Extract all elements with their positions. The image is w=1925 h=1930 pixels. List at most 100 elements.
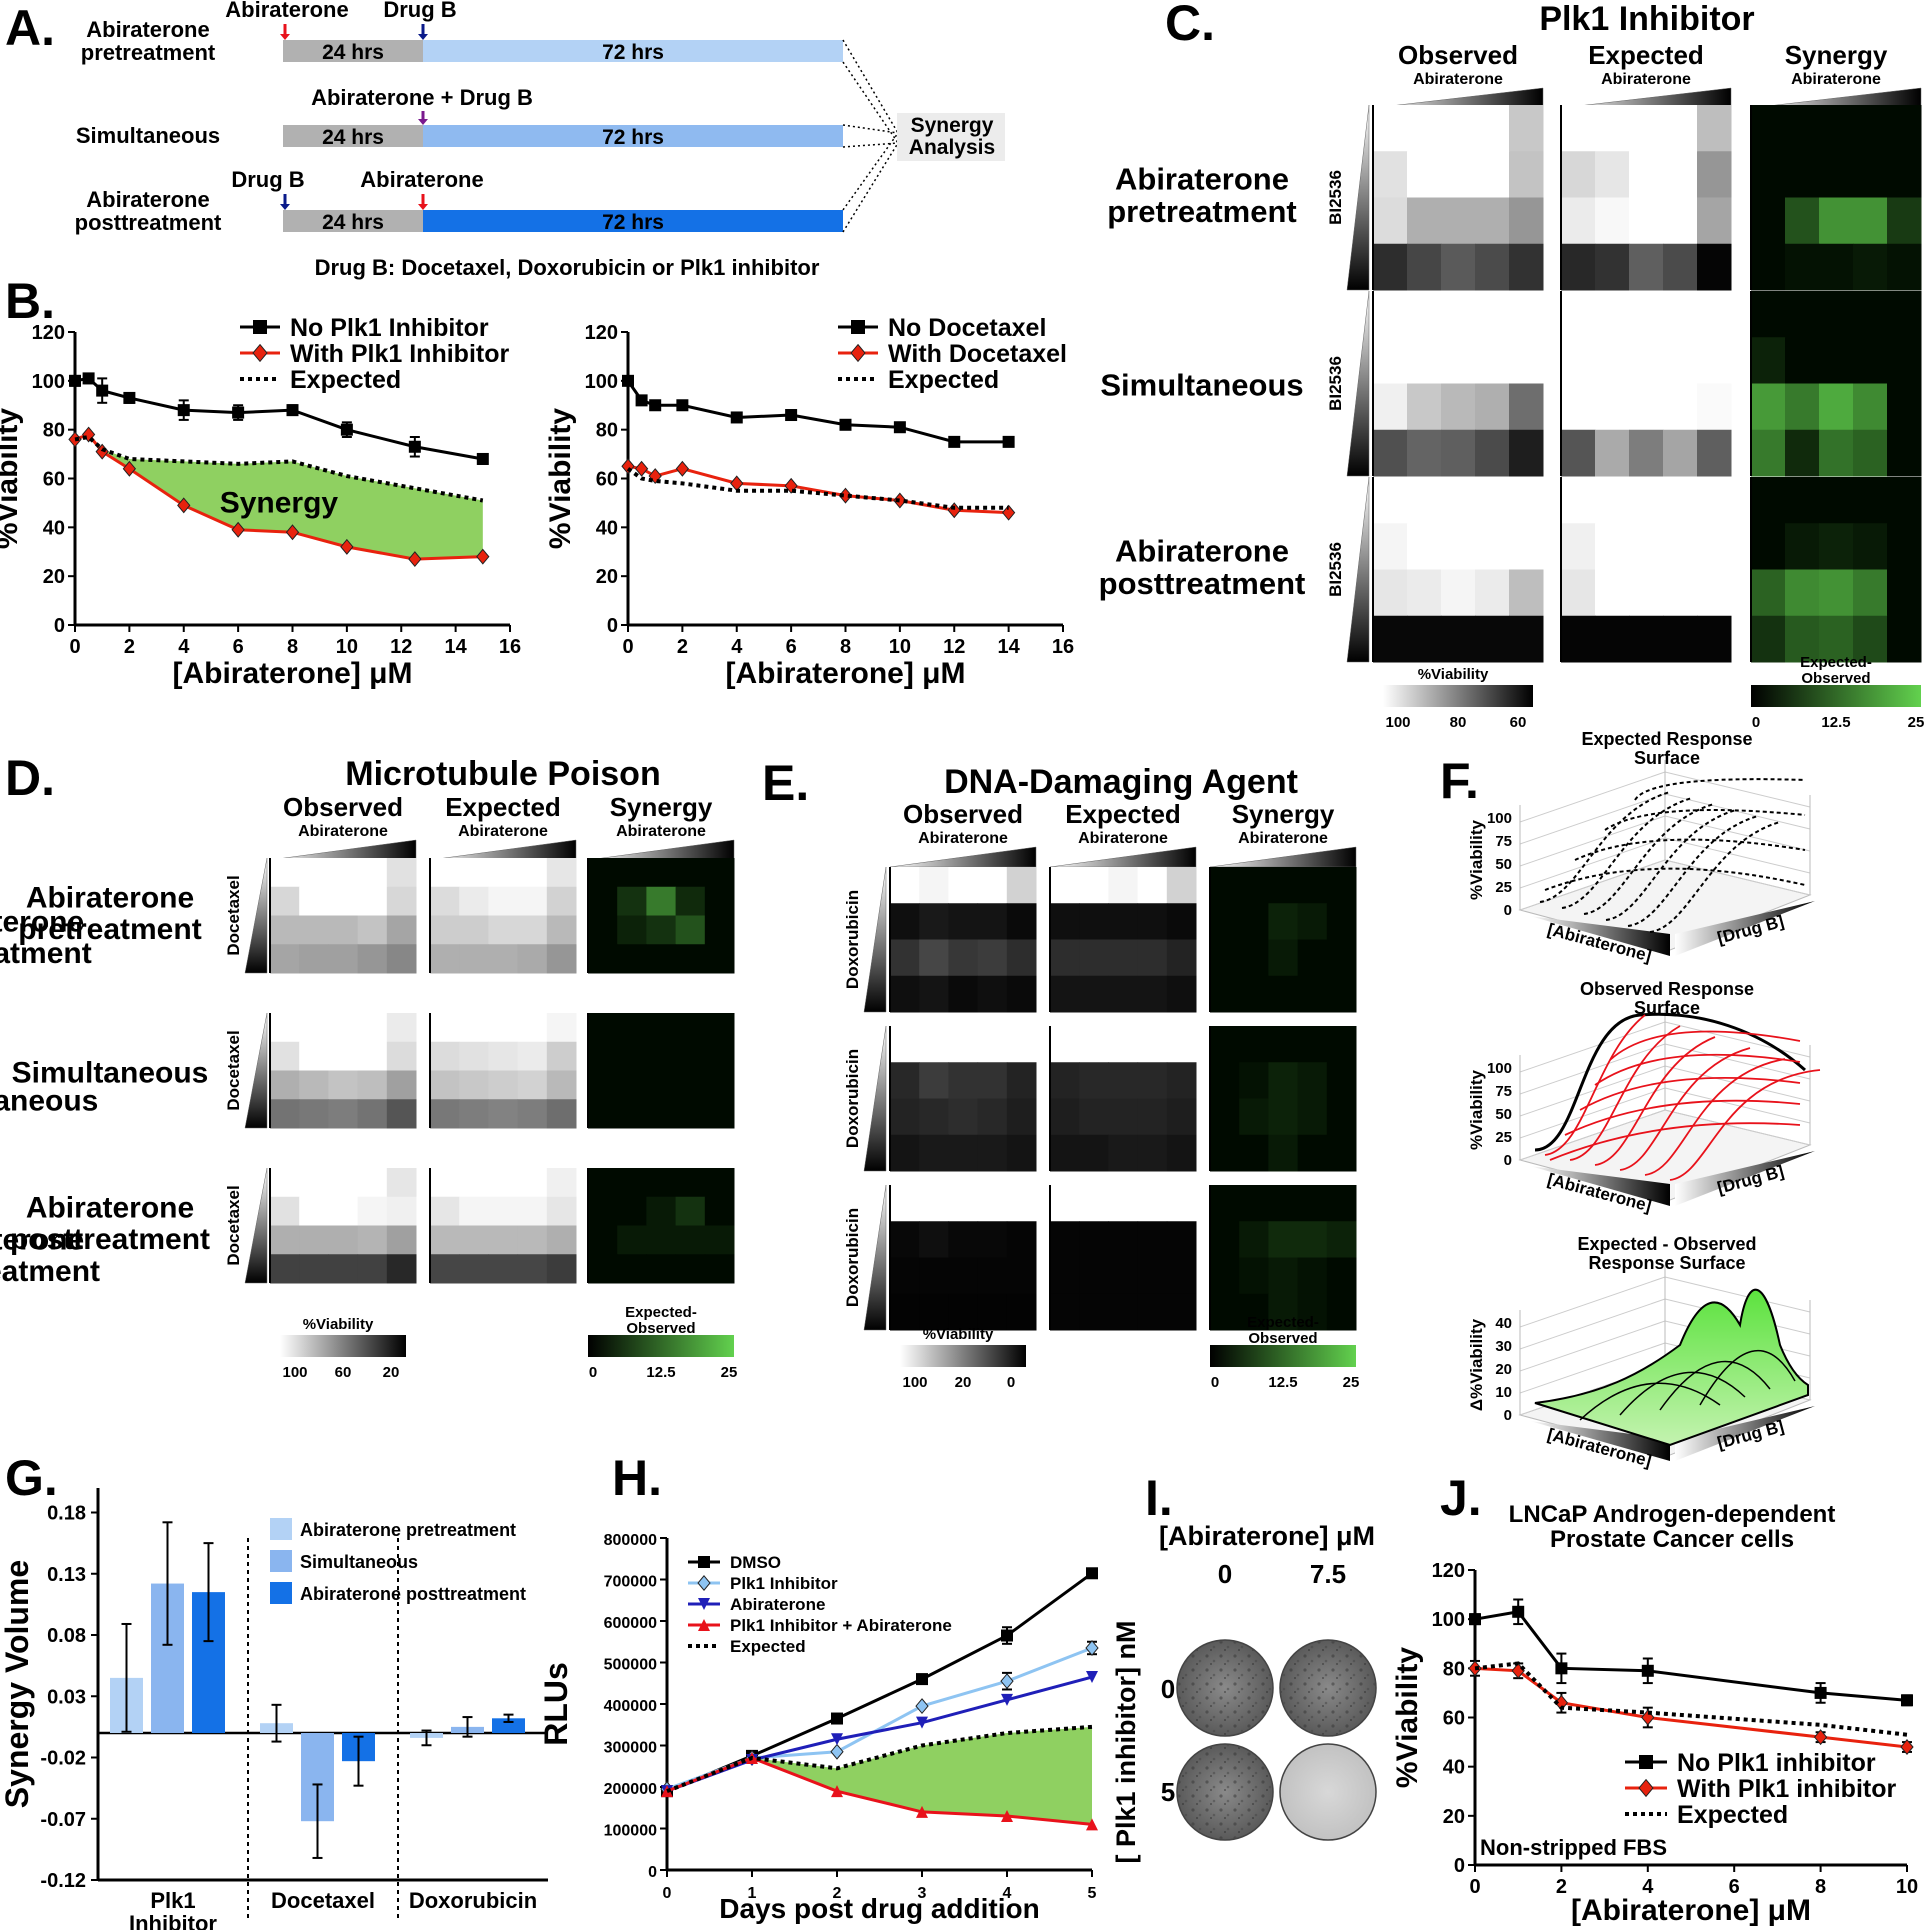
expected-cell [1663,243,1698,291]
dose-gradient-wedge [889,846,1037,868]
x-tick-label: 10 [889,636,911,658]
y-tick-label: 0.03 [47,1686,86,1708]
bar [492,1718,525,1733]
schedule-row-name: Simultaneous [76,123,220,148]
legend-label: Expected [888,366,999,394]
expected-cell [1561,105,1596,152]
synergy-cell [704,915,735,945]
surface-tick: 50 [1495,856,1512,873]
expected-cell [1663,105,1698,152]
expected-cell [1137,1185,1168,1222]
converge-line [842,142,899,148]
synergy-cell [675,1225,706,1255]
observed-cell [1006,1134,1037,1172]
wall-grid [1664,1298,1811,1335]
expected-cell [1561,197,1596,245]
expected-cell [1137,903,1168,940]
synergy-surface [1534,1288,1809,1447]
observed-cell [299,886,329,916]
surface-tick: 100 [1487,810,1512,827]
synergy-colorbar [1210,1345,1356,1367]
synergy-cell [1268,1062,1299,1099]
plate-column-header: [Abiraterone] μM [1159,1521,1375,1551]
axis-wedge [1675,1406,1815,1461]
observed-cell [299,1168,329,1198]
synergy-cell [588,915,618,945]
synergy-cell [1297,1221,1328,1258]
synergy-tick: 25 [1343,1374,1360,1391]
data-point [1001,1629,1013,1642]
expected-surface-line [1649,821,1781,933]
expected-cell [1166,867,1197,904]
synergy-cell [1268,867,1299,904]
expected-cell [1629,429,1664,477]
observed-cell [299,1099,329,1129]
synergy-cell [1326,939,1357,977]
expected-cell [1050,939,1080,977]
observed-cell [1475,523,1510,570]
observed-cell [1475,337,1510,384]
synergy-tick: 12.5 [1821,714,1850,731]
y-tick-label: 40 [1443,1757,1465,1779]
observed-cell [1475,151,1510,198]
wall-grid [1519,837,1666,889]
dose-gradient-wedge [863,866,887,1013]
observed-cell [1441,105,1476,152]
arrow-head [418,119,428,125]
axis-wedge [1530,916,1670,956]
observed-cell [977,1293,1008,1331]
synergy-cell [617,1070,647,1100]
observed-cell [948,975,979,1013]
wall-grid [1664,1087,1811,1124]
series-line [626,379,1009,444]
expected-cell [1050,1221,1080,1258]
dose-gradient-wedge [1209,846,1357,868]
treatment-bar [423,125,843,147]
expected-cell [1137,1134,1168,1172]
y-tick-label: 40 [43,517,65,539]
expected-cell [517,1254,548,1284]
x-tick-label: 2 [124,636,135,658]
synergy-surface-line [1699,1350,1796,1406]
surface-tick: 20 [1495,1361,1512,1378]
synergy-cell [1297,1098,1328,1136]
observed-cell [1509,291,1544,338]
expected-cell [1108,1134,1139,1172]
observed-cell [1407,569,1442,617]
observed-cell [1407,243,1442,291]
expected-cell [1166,1257,1197,1295]
y-tick-label: 60 [596,469,618,491]
surface-tick: 50 [1495,1106,1512,1123]
synergy-cell [646,915,677,945]
data-point [1086,1567,1098,1580]
observed-cell [919,1185,949,1222]
expected-cell [1561,291,1596,338]
panel-b-docetaxel-chart: 0 20 40 60 80 100 120 0 2 4 6 8 10 12 14 16 [Abiraterone… [544,314,1074,690]
synergy-cell [1785,105,1820,152]
series-line [1474,1610,1908,1702]
row-axis-label: Docetaxel [224,1030,243,1110]
expected-surface-line [1583,803,1715,915]
observed-cell [357,858,388,888]
wall-grid [1664,1043,1811,1080]
synergy-tick: 12.5 [1268,1374,1297,1391]
observed-surface-line [1569,1025,1681,1161]
dose-gradient-wedge [1346,476,1370,663]
synergy-cell [1297,1062,1328,1099]
y-tick-label: 100 [32,371,65,393]
panel-letter-i: I. [1145,1470,1173,1526]
series-line [74,376,484,461]
expected-cell [430,886,460,916]
y-tick-label: 80 [43,420,65,442]
y-tick-label: 600000 [604,1615,657,1632]
synergy-cell [617,944,647,974]
drug-label: Abiraterone [360,167,483,192]
plate-row-value: 5 [1161,1777,1175,1807]
synergy-cell [1853,429,1888,477]
synergy-cell [646,1168,677,1198]
colony-plate [1279,1743,1377,1841]
synergy-cell [1751,383,1786,431]
expected-cell [459,1254,489,1284]
observed-cell [270,1013,300,1043]
observed-cell [299,1070,329,1100]
